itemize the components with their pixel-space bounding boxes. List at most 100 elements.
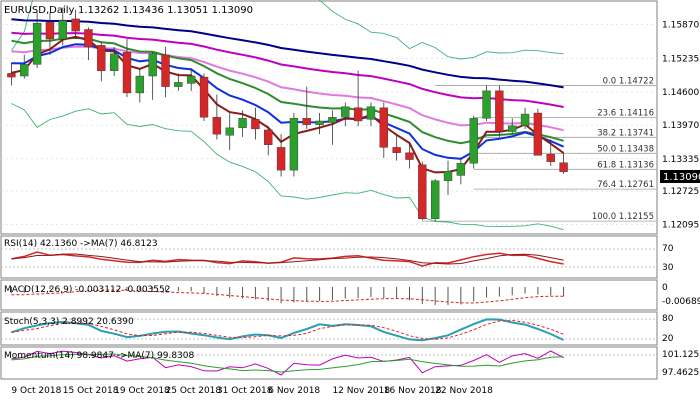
candle — [199, 73, 209, 121]
candle-body — [251, 119, 260, 130]
candle — [353, 70, 363, 127]
bollinger-lower — [11, 103, 564, 231]
x-axis-label: 31 Oct 2018 — [217, 386, 273, 396]
candle — [225, 113, 234, 151]
candle — [315, 113, 324, 135]
candle — [97, 41, 106, 82]
candle — [84, 27, 93, 61]
candle — [418, 161, 427, 221]
candle-body — [392, 147, 401, 153]
candle — [71, 9, 80, 40]
candle — [328, 110, 337, 145]
candle-body — [482, 90, 491, 119]
bollinger-bands — [11, 0, 564, 231]
candlesticks — [7, 7, 568, 222]
y-tick-label: 1.15235 — [662, 54, 699, 64]
ma-long-darkblue — [11, 18, 564, 89]
candle-body — [315, 120, 324, 125]
candle-body — [58, 20, 67, 40]
macd-tick: -0.006891 — [662, 297, 700, 307]
fib-level-label: 50.0 1.13438 — [597, 144, 654, 154]
momentum-ma-line — [11, 353, 564, 373]
candle-body — [469, 118, 478, 164]
candle — [392, 134, 401, 161]
candle-body — [84, 29, 93, 48]
x-axis-label: 25 Oct 2018 — [166, 386, 222, 396]
candle — [45, 12, 55, 55]
candle-body — [379, 107, 388, 148]
candle-body — [328, 117, 337, 123]
candle-body — [212, 117, 222, 135]
fib-level-label: 38.2 1.13741 — [597, 128, 654, 138]
ohlc-readout: 1.13262 1.13436 1.13051 1.13090 — [78, 5, 253, 16]
ma-long-magenta — [11, 31, 564, 108]
candle — [135, 68, 145, 103]
candle-body — [225, 127, 234, 136]
fib-level-label: 76.4 1.12761 — [597, 180, 654, 190]
macd-signal-line — [11, 289, 564, 304]
candle-body — [238, 118, 247, 129]
x-axis-label: 19 Oct 2018 — [114, 386, 170, 396]
candle-body — [418, 164, 427, 219]
candle — [174, 73, 183, 91]
candle — [187, 68, 196, 91]
candle — [430, 179, 440, 222]
candle-body — [109, 53, 119, 71]
candle-body — [45, 21, 55, 40]
candle — [456, 157, 466, 185]
candle-body — [559, 162, 568, 172]
rsi-tick: 30 — [662, 263, 674, 273]
candle — [559, 153, 568, 174]
rsi-ma-line — [11, 253, 564, 265]
x-axis-label: 16 Nov 2018 — [384, 386, 442, 396]
candle — [32, 12, 42, 69]
momentum-label: Momentum(14) 98.9847 ->MA(7) 99.8308 — [4, 351, 195, 361]
candle — [7, 62, 16, 86]
candle — [405, 142, 414, 169]
stoch-d-line — [11, 319, 564, 340]
candle — [520, 107, 530, 129]
candle — [469, 115, 478, 169]
candle — [289, 113, 299, 177]
candle-body — [276, 147, 286, 171]
macd-histogram — [10, 286, 565, 305]
stoch-tick: 80 — [662, 314, 674, 324]
candle-body — [546, 154, 555, 162]
fib-level-label: 61.8 1.13136 — [597, 160, 654, 170]
momentum-tick: 101.1258 — [662, 350, 700, 360]
candle-body — [443, 170, 453, 181]
stoch-tick: 20 — [662, 334, 674, 344]
stoch-label: Stoch(5,3,3) 2.8992 20.6390 — [4, 317, 134, 327]
x-axis-label: 9 Oct 2018 — [11, 386, 61, 396]
candle-body — [495, 90, 504, 132]
candle — [379, 102, 388, 158]
x-axis-label: 15 Oct 2018 — [63, 386, 119, 396]
candle-body — [520, 113, 530, 126]
candle — [482, 85, 491, 121]
candle-body — [97, 45, 106, 71]
bollinger-upper — [11, 0, 564, 60]
candle-body — [430, 180, 440, 219]
candle — [122, 39, 132, 98]
candle — [276, 134, 286, 177]
candle-body — [135, 75, 145, 94]
y-tick-label: 1.14600 — [662, 88, 699, 98]
x-axis-label: 6 Nov 2018 — [268, 386, 320, 396]
candle-body — [508, 125, 517, 132]
candle-body — [405, 152, 414, 160]
current-price-box — [660, 170, 700, 183]
candle-body — [187, 75, 196, 84]
candle-body — [353, 107, 363, 122]
candle-body — [199, 76, 209, 118]
rsi-line — [11, 251, 564, 267]
y-tick-label: 1.13335 — [662, 155, 699, 165]
x-axis-label: 12 Nov 2018 — [332, 386, 390, 396]
main-y-axis-ticks: 1.15870 1.15235 1.14600 1.13970 1.13335 1.127… — [662, 21, 699, 231]
candle-body — [264, 129, 273, 145]
candle — [264, 126, 273, 156]
candle — [238, 110, 247, 137]
fib-level-label: 23.6 1.14116 — [597, 108, 654, 118]
candle — [495, 85, 504, 137]
x-axis-label: 22 Nov 2018 — [435, 386, 493, 396]
candle-body — [341, 106, 350, 118]
